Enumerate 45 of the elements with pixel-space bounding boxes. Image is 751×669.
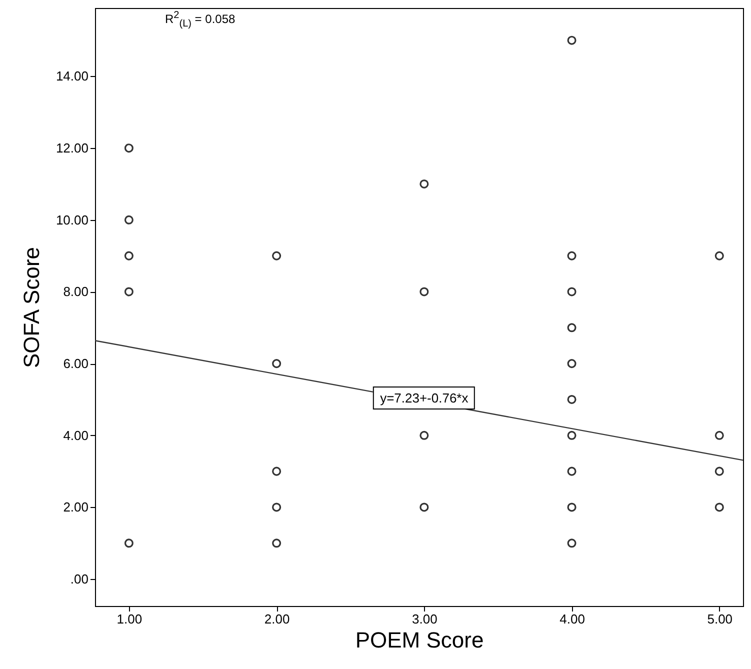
- y-tick-label: .00: [70, 572, 88, 587]
- annotation: y=7.23+-0.76*x: [373, 386, 476, 410]
- point: [714, 251, 724, 260]
- y-tick-label: 10.00: [56, 212, 88, 228]
- x-axis-title: POEM Score: [355, 628, 484, 652]
- point: [272, 538, 282, 548]
- y-tick-label: 4.00: [63, 428, 88, 443]
- point: [567, 502, 576, 512]
- point: [567, 251, 576, 260]
- point: [124, 251, 134, 260]
- x-tick-label: 3.00: [412, 612, 438, 626]
- point: [567, 394, 576, 404]
- x-tick-label: 2.00: [264, 612, 290, 626]
- point: [272, 466, 282, 476]
- x-tick-label: 5.00: [707, 612, 733, 626]
- point: [124, 538, 134, 548]
- y-tick-label: 12.00: [56, 140, 88, 156]
- point: [567, 323, 576, 332]
- point: [567, 287, 576, 296]
- point: [272, 251, 282, 260]
- point: [420, 430, 429, 440]
- point: [124, 215, 134, 224]
- point: [272, 359, 282, 368]
- y-tick-label: 14.00: [56, 68, 88, 84]
- x-tick-label: 4.00: [560, 612, 585, 626]
- y-axis-title: SOFA Score: [18, 246, 44, 368]
- x-tick-label: 1.00: [116, 612, 142, 626]
- point: [567, 538, 576, 548]
- y-tick-label: 6.00: [63, 356, 88, 372]
- point: [714, 466, 724, 476]
- point: [567, 466, 576, 476]
- point: [420, 502, 429, 512]
- point: [124, 287, 134, 296]
- point: [420, 179, 429, 188]
- point: [567, 430, 576, 440]
- y-tick-label: 2.00: [63, 500, 88, 515]
- point: [714, 502, 724, 512]
- point: [567, 36, 576, 45]
- point: [124, 144, 134, 153]
- y-tick-label: 8.00: [63, 284, 88, 300]
- annotation: R$^{2}$$_{(L)}$ = 0.058: [165, 10, 236, 30]
- point: [714, 430, 724, 440]
- point: [272, 502, 282, 512]
- point: [420, 287, 429, 296]
- point: [567, 359, 576, 368]
